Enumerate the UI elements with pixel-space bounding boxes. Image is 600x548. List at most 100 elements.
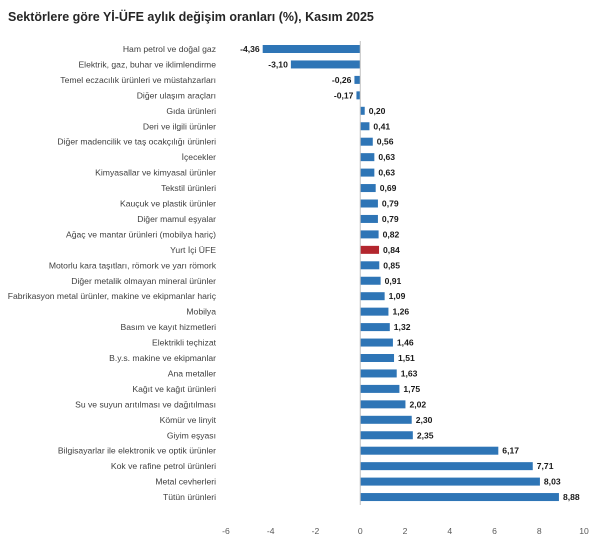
value-label: 0,84 <box>383 245 400 255</box>
x-tick-label: 0 <box>358 526 363 536</box>
category-label: Tekstil ürünleri <box>161 183 216 193</box>
category-label: Bilgisayarlar ile elektronik ve optik ür… <box>58 446 216 456</box>
value-label: 1,46 <box>397 338 414 348</box>
value-label: 0,63 <box>378 168 395 178</box>
value-label: 2,02 <box>409 399 426 409</box>
value-label: 0,56 <box>377 137 394 147</box>
x-tick-label: -6 <box>222 526 230 536</box>
bar <box>360 106 365 115</box>
category-label: Kauçuk ve plastik ürünler <box>120 199 216 209</box>
category-label: Elektrik, gaz, buhar ve iklimlendirme <box>78 59 216 69</box>
bar <box>360 276 381 285</box>
x-tick-label: 4 <box>447 526 452 536</box>
labels-layer: Ham petrol ve doğal gaz -4,36 Elektrik, ga… <box>8 44 580 502</box>
category-label: Motorlu kara taşıtları, römork ve yarı r… <box>49 260 217 270</box>
category-label: Giyim eşyası <box>167 430 216 440</box>
category-label: Diğer metalik olmayan mineral ürünler <box>71 276 216 286</box>
bar <box>360 261 380 270</box>
bar <box>360 446 499 455</box>
value-label: 2,30 <box>416 415 433 425</box>
category-label: Temel eczacılık ürünleri ve müstahzarlar… <box>60 75 216 85</box>
category-label: B.y.s. makine ve ekipmanlar <box>109 353 216 363</box>
x-tick-label: -4 <box>267 526 275 536</box>
x-tick-label: 10 <box>579 526 589 536</box>
bar <box>360 307 389 316</box>
bar <box>360 400 406 409</box>
category-label: Ham petrol ve doğal gaz <box>123 44 216 54</box>
value-label: 1,63 <box>401 368 418 378</box>
category-label: Tütün ürünleri <box>163 492 216 502</box>
bar <box>360 199 378 208</box>
chart-title: Sektörlere göre Yİ-ÜFE aylık değişim ora… <box>8 10 374 24</box>
category-label: Metal cevherleri <box>155 477 216 487</box>
value-label: 1,51 <box>398 353 415 363</box>
bar <box>360 230 379 239</box>
category-label: Deri ve ilgili ürünler <box>143 121 216 131</box>
bar <box>360 338 393 347</box>
value-label: 8,88 <box>563 492 580 502</box>
value-label: 1,75 <box>403 384 420 394</box>
value-label: -0,17 <box>334 90 354 100</box>
x-tick-label: 2 <box>403 526 408 536</box>
category-label: Fabrikasyon metal ürünler, makine ve eki… <box>8 291 217 301</box>
category-label: Yurt İçi ÜFE <box>170 245 216 255</box>
bar <box>360 168 375 177</box>
value-label: 1,26 <box>392 307 409 317</box>
bar <box>360 431 413 440</box>
bar <box>360 184 376 193</box>
value-label: -3,10 <box>268 59 288 69</box>
category-label: Kağıt ve kağıt ürünleri <box>132 384 216 394</box>
value-label: 0,85 <box>383 260 400 270</box>
value-label: 6,17 <box>502 446 519 456</box>
category-label: Su ve suyun arıtılması ve dağıtılması <box>75 399 216 409</box>
category-label: Diğer madencilik ve taş ocakçılığı ürünl… <box>57 137 216 147</box>
category-label: Elektrikli teçhizat <box>152 338 217 348</box>
bar <box>354 75 361 84</box>
category-label: Gıda ürünleri <box>166 106 216 116</box>
x-tick-label: 8 <box>537 526 542 536</box>
value-label: 0,79 <box>382 214 399 224</box>
bar <box>360 462 533 471</box>
bar <box>360 153 375 162</box>
value-label: 0,79 <box>382 199 399 209</box>
bar <box>360 122 370 131</box>
value-label: 0,82 <box>383 229 400 239</box>
bar <box>360 137 373 146</box>
category-label: Kömür ve linyit <box>160 415 217 425</box>
category-label: Mobilya <box>186 307 216 317</box>
bar <box>360 384 400 393</box>
category-label: Diğer mamul eşyalar <box>137 214 216 224</box>
category-label: Diğer ulaşım araçları <box>137 90 216 100</box>
category-label: Ana metaller <box>168 368 216 378</box>
x-tick-label: 6 <box>492 526 497 536</box>
value-label: 1,09 <box>389 291 406 301</box>
value-label: 8,03 <box>544 477 561 487</box>
x-tick-label: -2 <box>312 526 320 536</box>
bar <box>356 91 361 100</box>
category-label: Ağaç ve mantar ürünleri (mobilya hariç) <box>66 229 216 239</box>
x-axis: -6 -4 -2 0 2 4 6 8 10 <box>222 41 589 536</box>
value-label: -0,26 <box>332 75 352 85</box>
value-label: 0,41 <box>373 121 390 131</box>
bar <box>360 245 380 254</box>
value-label: -4,36 <box>240 44 260 54</box>
bar <box>360 354 395 362</box>
value-label: 0,20 <box>369 106 386 116</box>
bar <box>360 415 412 424</box>
bar <box>360 477 540 486</box>
bar <box>360 323 390 332</box>
bar <box>360 493 559 502</box>
value-label: 0,91 <box>385 276 402 286</box>
category-label: Basım ve kayıt hizmetleri <box>120 322 216 332</box>
bar <box>360 369 397 378</box>
value-label: 7,71 <box>537 461 554 471</box>
category-label: Kok ve rafine petrol ürünleri <box>111 461 216 471</box>
bar <box>360 292 385 301</box>
category-label: İçecekler <box>182 152 217 162</box>
bars-layer <box>262 45 559 502</box>
bar <box>262 45 361 53</box>
value-label: 2,35 <box>417 430 434 440</box>
value-label: 0,63 <box>378 152 395 162</box>
bar <box>360 214 378 223</box>
